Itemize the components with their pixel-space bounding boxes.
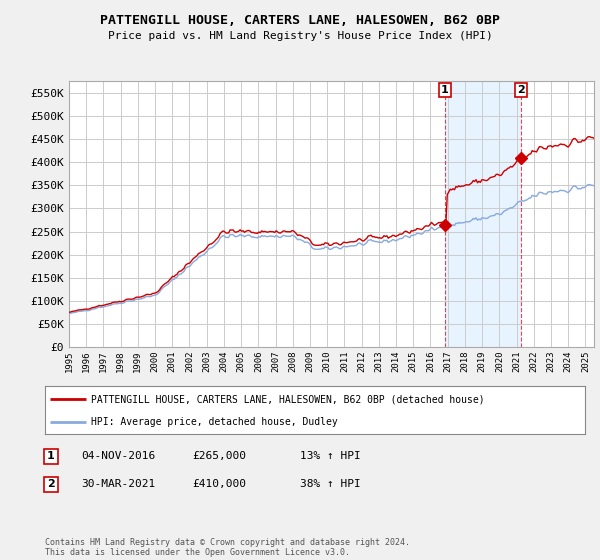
- Text: 30-MAR-2021: 30-MAR-2021: [81, 479, 155, 489]
- Text: £265,000: £265,000: [192, 451, 246, 461]
- Text: 2016: 2016: [426, 350, 435, 371]
- Text: 38% ↑ HPI: 38% ↑ HPI: [300, 479, 361, 489]
- Text: 2006: 2006: [254, 350, 263, 371]
- Text: 2014: 2014: [392, 350, 401, 371]
- Text: 2005: 2005: [236, 350, 245, 371]
- Text: PATTENGILL HOUSE, CARTERS LANE, HALESOWEN, B62 0BP (detached house): PATTENGILL HOUSE, CARTERS LANE, HALESOWE…: [91, 394, 485, 404]
- Text: 2021: 2021: [512, 350, 521, 371]
- Text: 2018: 2018: [460, 350, 469, 371]
- Text: 2007: 2007: [271, 350, 280, 371]
- Text: 2019: 2019: [478, 350, 487, 371]
- Text: 04-NOV-2016: 04-NOV-2016: [81, 451, 155, 461]
- Text: 2024: 2024: [563, 350, 572, 371]
- Text: 1997: 1997: [99, 350, 108, 371]
- Text: 1: 1: [47, 451, 55, 461]
- Text: 2017: 2017: [443, 350, 452, 371]
- Text: Price paid vs. HM Land Registry's House Price Index (HPI): Price paid vs. HM Land Registry's House …: [107, 31, 493, 41]
- Text: 2009: 2009: [305, 350, 314, 371]
- Text: 2013: 2013: [374, 350, 383, 371]
- Text: 13% ↑ HPI: 13% ↑ HPI: [300, 451, 361, 461]
- Text: 2002: 2002: [185, 350, 194, 371]
- Text: 2022: 2022: [529, 350, 538, 371]
- Text: HPI: Average price, detached house, Dudley: HPI: Average price, detached house, Dudl…: [91, 417, 338, 427]
- Text: 2012: 2012: [357, 350, 366, 371]
- Text: 2: 2: [47, 479, 55, 489]
- Text: Contains HM Land Registry data © Crown copyright and database right 2024.
This d: Contains HM Land Registry data © Crown c…: [45, 538, 410, 557]
- Text: 2008: 2008: [288, 350, 297, 371]
- Text: 2015: 2015: [409, 350, 418, 371]
- Text: 1: 1: [441, 85, 449, 95]
- Text: 2: 2: [517, 85, 524, 95]
- Text: 2020: 2020: [495, 350, 504, 371]
- Text: 2011: 2011: [340, 350, 349, 371]
- Text: 2025: 2025: [581, 350, 590, 371]
- Bar: [445, 81, 521, 347]
- Text: 1998: 1998: [116, 350, 125, 371]
- Text: 2000: 2000: [151, 350, 160, 371]
- Text: 1995: 1995: [65, 350, 74, 371]
- Text: 2001: 2001: [168, 350, 177, 371]
- Text: 1999: 1999: [133, 350, 142, 371]
- Text: 2003: 2003: [202, 350, 211, 371]
- Text: £410,000: £410,000: [192, 479, 246, 489]
- Text: 2023: 2023: [547, 350, 556, 371]
- Text: 2010: 2010: [323, 350, 332, 371]
- Text: PATTENGILL HOUSE, CARTERS LANE, HALESOWEN, B62 0BP: PATTENGILL HOUSE, CARTERS LANE, HALESOWE…: [100, 14, 500, 27]
- Text: 1996: 1996: [82, 350, 91, 371]
- Text: 2004: 2004: [220, 350, 229, 371]
